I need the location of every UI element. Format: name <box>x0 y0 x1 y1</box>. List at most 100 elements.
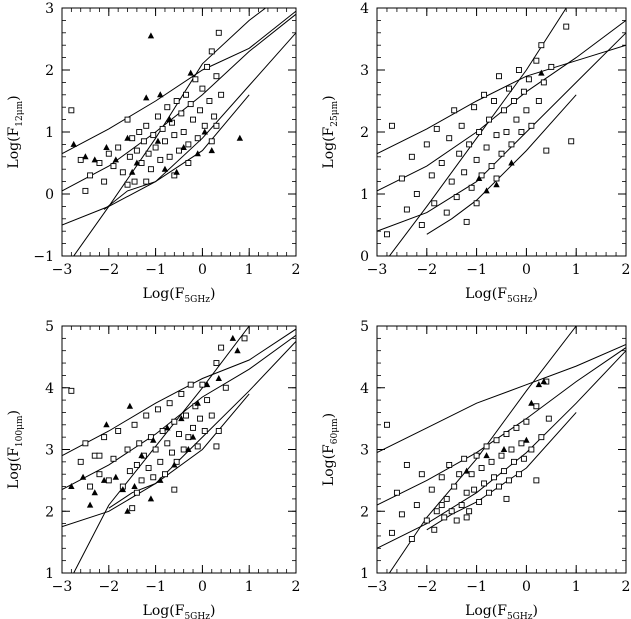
data-point-square <box>183 412 189 419</box>
data-point-square <box>164 104 171 111</box>
data-point-triangle <box>157 476 164 483</box>
data-point-triangle <box>129 168 136 175</box>
y-tick-label: 1 <box>45 125 54 141</box>
data-point-square <box>222 384 229 391</box>
data-point-square <box>173 98 180 104</box>
data-point-square <box>431 200 438 207</box>
data-point-square <box>483 144 490 151</box>
data-point-square <box>398 511 405 518</box>
data-point-square <box>169 119 175 126</box>
data-point-square <box>473 156 480 163</box>
data-point-triangle <box>133 159 141 166</box>
data-point-square <box>568 138 575 145</box>
data-point-square <box>208 412 215 419</box>
data-point-square <box>183 91 189 98</box>
data-point-triangle <box>147 495 155 502</box>
data-point-square <box>523 418 530 425</box>
data-point-triangle <box>194 150 201 157</box>
data-point-square <box>448 178 455 185</box>
data-point-triangle <box>234 347 241 354</box>
y-tick-label: 5 <box>45 319 54 335</box>
data-point-square <box>213 122 220 129</box>
data-point-square <box>423 517 430 524</box>
data-point-square <box>478 465 485 471</box>
x-tick-label: −1 <box>145 579 166 595</box>
data-point-square <box>453 517 460 524</box>
data-point-square <box>133 489 140 496</box>
data-point-square <box>136 129 143 135</box>
y-axis-label: Log(F100μm) <box>6 410 25 489</box>
data-point-triangle <box>86 501 94 508</box>
model-curve <box>377 19 626 192</box>
data-point-square <box>458 502 465 509</box>
data-point-square <box>154 113 161 120</box>
data-point-square <box>513 424 520 431</box>
data-point-triangle <box>215 374 222 381</box>
data-point-square <box>157 458 164 465</box>
data-point-square <box>533 477 540 484</box>
data-point-square <box>438 160 445 166</box>
data-point-square <box>473 200 480 207</box>
data-point-square <box>413 502 420 509</box>
data-point-square <box>68 387 75 394</box>
x-tick-label: 2 <box>292 579 301 595</box>
data-point-square <box>201 122 208 129</box>
data-point-square <box>498 150 505 157</box>
data-point-square <box>152 144 159 151</box>
data-point-square <box>518 440 525 447</box>
data-point-square <box>171 172 178 179</box>
data-point-square <box>218 91 225 98</box>
data-point-triangle <box>528 399 535 406</box>
data-point-triangle <box>79 473 87 480</box>
x-tick-label: −3 <box>52 262 73 278</box>
data-point-square <box>443 495 450 502</box>
y-tick-label: 3 <box>360 63 369 79</box>
model-curve <box>388 326 577 573</box>
data-point-square <box>147 166 154 173</box>
data-point-square <box>408 536 415 542</box>
model-curve <box>377 32 626 232</box>
data-point-square <box>213 73 220 80</box>
data-point-square <box>506 85 512 92</box>
data-point-square <box>96 160 103 166</box>
data-point-triangle <box>150 436 157 443</box>
data-point-square <box>162 471 168 478</box>
data-point-square <box>140 138 147 145</box>
data-point-square <box>438 474 445 481</box>
y-tick-label: 3 <box>360 443 369 459</box>
data-point-square <box>171 418 178 425</box>
model-curve <box>377 344 626 454</box>
data-point-square <box>483 443 490 450</box>
data-point-square <box>503 495 510 502</box>
data-point-square <box>451 107 458 114</box>
data-point-square <box>145 150 152 157</box>
data-point-square <box>143 178 150 185</box>
data-point-square <box>388 529 395 536</box>
model-curve <box>103 94 250 210</box>
data-point-square <box>458 122 465 129</box>
data-point-square <box>520 455 527 462</box>
data-point-triangle <box>103 144 110 150</box>
data-point-square <box>199 381 206 388</box>
data-point-square <box>431 526 438 533</box>
data-point-triangle <box>126 402 134 409</box>
data-point-square <box>481 91 488 98</box>
data-point-square <box>515 471 522 478</box>
data-point-square <box>463 489 470 496</box>
data-point-triangle <box>535 381 543 388</box>
data-point-triangle <box>124 134 131 141</box>
data-point-square <box>456 471 463 478</box>
data-point-square <box>185 141 192 148</box>
data-point-square <box>178 110 185 117</box>
data-point-square <box>443 209 450 216</box>
data-point-triangle <box>185 446 192 452</box>
data-point-square <box>486 116 492 123</box>
data-point-triangle <box>208 147 215 154</box>
data-point-triangle <box>119 486 127 493</box>
data-point-square <box>166 400 173 407</box>
data-point-square <box>208 138 215 145</box>
data-point-square <box>498 452 505 459</box>
model-curve <box>73 326 250 573</box>
data-point-square <box>124 116 131 123</box>
